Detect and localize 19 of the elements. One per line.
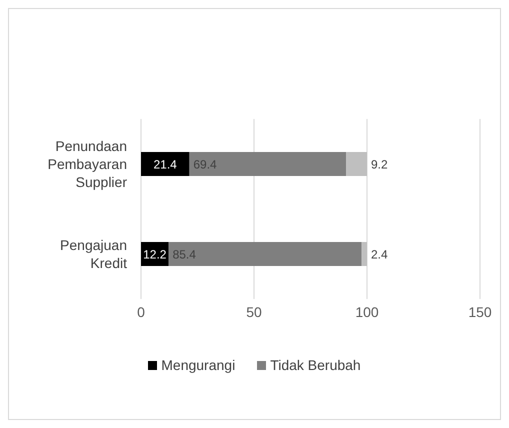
bar [362, 242, 367, 266]
bar [189, 152, 346, 176]
x-tick-label: 100 [355, 304, 379, 320]
data-label: 9.2 [371, 157, 388, 172]
bar [168, 242, 362, 266]
x-tick-label: 0 [137, 304, 146, 320]
x-tick-label: 150 [468, 304, 492, 320]
data-label: 85.4 [172, 247, 196, 262]
bar [141, 152, 190, 176]
data-label: 12.2 [143, 247, 167, 262]
y-tick-label: Penundaan Pembayaran Supplier [48, 138, 128, 190]
data-label: 2.4 [371, 247, 388, 262]
data-label: 21.4 [154, 157, 178, 172]
data-label: 69.4 [193, 157, 218, 172]
legend-label: Mengurangi [160, 357, 236, 373]
legend-label: Tidak Berubah [269, 357, 361, 373]
x-tick-label: 50 [246, 304, 262, 320]
y-tick-label: Pengajuan Kredit [60, 237, 128, 271]
bar [346, 152, 367, 176]
